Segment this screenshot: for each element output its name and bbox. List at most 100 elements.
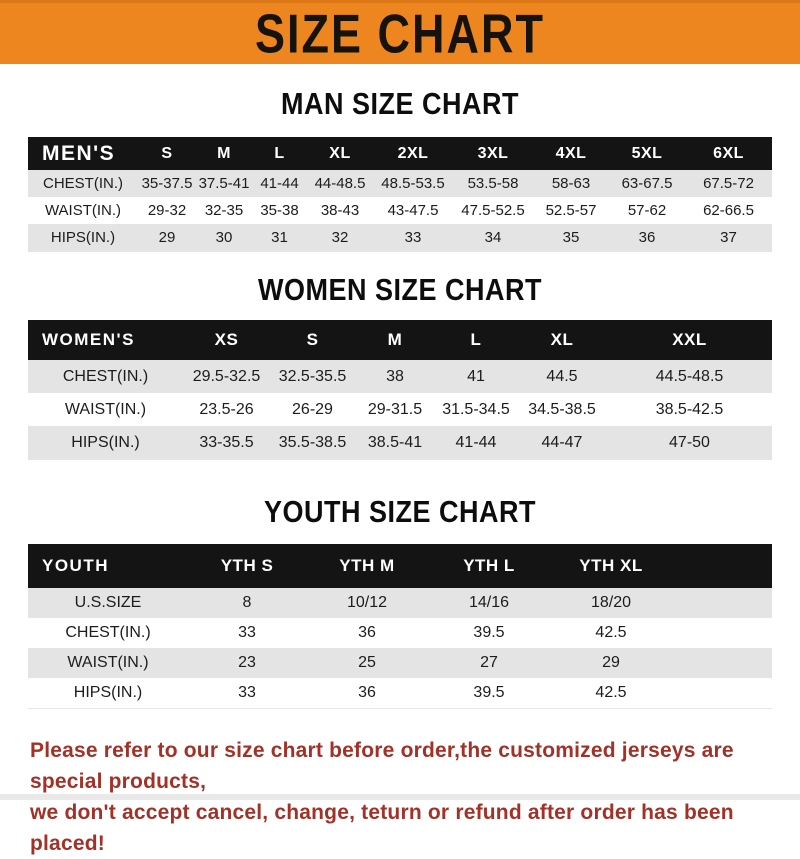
- filler-cell: [672, 648, 772, 678]
- table-row: WAIST(IN.) 23 25 27 29: [28, 648, 772, 678]
- table-row: CHEST(IN.) 29.5-32.5 32.5-35.5 38 41 44.5 44.5…: [28, 360, 772, 393]
- table-row: HIPS(IN.) 33-35.5 35.5-38.5 38.5-41 41-44 44-…: [28, 426, 772, 460]
- size-column-header: 6XL: [685, 137, 772, 170]
- banner-title: SIZE CHART: [255, 1, 545, 64]
- table-cell: 36: [358, 684, 376, 701]
- table-cell: 35: [562, 229, 580, 246]
- table-cell: 39.5: [473, 684, 505, 701]
- table-cell: 39.5: [473, 624, 505, 641]
- size-column-header: YTH L: [428, 544, 550, 588]
- size-column-header: 3XL: [453, 137, 533, 170]
- table-cell: 67.5-72: [703, 175, 754, 192]
- disclaimer-line-1: Please refer to our size chart before or…: [30, 739, 734, 793]
- table-cell: 44.5-48.5: [655, 367, 724, 385]
- table-cell: 33: [238, 624, 256, 641]
- table-cell: 29-32: [147, 202, 187, 219]
- table-cell: 36: [358, 624, 376, 641]
- row-label-cell: CHEST(IN.): [62, 367, 149, 385]
- table-cell: 44-48.5: [314, 175, 366, 192]
- size-column-header: S: [138, 137, 196, 170]
- table-cell: 47.5-52.5: [461, 202, 525, 219]
- row-label-cell: WAIST(IN.): [67, 654, 149, 671]
- table-cell: 27: [480, 654, 498, 671]
- table-cell: 41: [467, 367, 485, 385]
- table-cell: 29: [602, 654, 620, 671]
- table-cell: 37: [720, 229, 737, 246]
- table-cell: 36: [638, 229, 656, 246]
- filler-cell: [672, 544, 772, 588]
- table-cell: 38.5-42.5: [655, 400, 724, 418]
- table-cell: 52.5-57: [545, 202, 597, 219]
- table-cell: 31.5-34.5: [442, 400, 510, 418]
- table-cell: 38-43: [320, 202, 360, 219]
- table-cell: 62-66.5: [703, 202, 754, 219]
- table-cell: 23: [238, 654, 256, 671]
- filler-cell: [672, 588, 772, 618]
- table-cell: 14/16: [468, 594, 510, 611]
- table-cell: 33: [238, 684, 256, 701]
- row-label-cell: HIPS(IN.): [73, 684, 143, 701]
- table-title-cell: YOUTH: [28, 544, 188, 588]
- table-cell: 26-29: [292, 400, 333, 418]
- table-cell: 35.5-38.5: [278, 433, 347, 451]
- size-column-header: YTH XL: [550, 544, 672, 588]
- table-cell: 29: [158, 229, 176, 246]
- row-label-cell: HIPS(IN.): [50, 229, 116, 246]
- table-cell: 41-44: [455, 433, 497, 451]
- table-row: WAIST(IN.) 23.5-26 26-29 29-31.5 31.5-34.5 34…: [28, 393, 772, 426]
- size-chart-banner: SIZE CHART: [0, 0, 800, 64]
- table-cell: 33-35.5: [199, 433, 254, 451]
- row-label-cell: WAIST(IN.): [64, 400, 147, 418]
- table-cell: 32-35: [204, 202, 244, 219]
- table-cell: 32: [331, 229, 349, 246]
- table-cell: 35-38: [260, 202, 299, 219]
- table-title-cell: MEN'S: [28, 137, 138, 170]
- table-cell: 43-47.5: [387, 202, 439, 219]
- table-row: HIPS(IN.) 29 30 31 32 33 34 35 36 37: [28, 224, 772, 252]
- size-column-header: YTH S: [188, 544, 306, 588]
- table-cell: 37.5-41: [198, 175, 250, 192]
- table-cell: 33: [404, 229, 422, 246]
- size-column-header: XL: [517, 320, 607, 360]
- size-column-header: M: [355, 320, 435, 360]
- table-cell: 35-37.5: [141, 175, 193, 192]
- man-section-heading-text: MAN SIZE CHART: [281, 87, 519, 121]
- disclaimer-line-2: we don't accept cancel, change, teturn o…: [30, 801, 734, 855]
- table-row: CHEST(IN.) 35-37.5 37.5-41 41-44 44-48.5 48.5…: [28, 170, 772, 197]
- size-column-header: L: [252, 137, 307, 170]
- table-cell: 63-67.5: [621, 175, 673, 192]
- table-cell: 44-47: [541, 433, 583, 451]
- table-cell: 53.5-58: [467, 175, 519, 192]
- table-cell: 57-62: [627, 202, 667, 219]
- size-column-header: 4XL: [533, 137, 609, 170]
- youth-size-table: YOUTH YTH S YTH M YTH L YTH XL U.S.SIZE 8 10/12…: [28, 544, 772, 709]
- youth-section-heading-text: YOUTH SIZE CHART: [263, 495, 536, 529]
- women-section-heading: WOMEN SIZE CHART: [0, 273, 800, 307]
- table-row: CHEST(IN.) 33 36 39.5 42.5: [28, 618, 772, 648]
- row-label-cell: HIPS(IN.): [71, 433, 140, 451]
- row-label-cell: U.S.SIZE: [74, 594, 142, 611]
- table-cell: 47-50: [669, 433, 710, 451]
- women-section-heading-text: WOMEN SIZE CHART: [258, 273, 542, 307]
- table-cell: 34: [484, 229, 502, 246]
- size-column-header: 5XL: [609, 137, 685, 170]
- row-label-cell: CHEST(IN.): [65, 624, 151, 641]
- table-cell: 42.5: [595, 684, 627, 701]
- bottom-edge-strip: [0, 794, 800, 800]
- table-cell: 32.5-35.5: [278, 367, 347, 385]
- table-row: U.S.SIZE 8 10/12 14/16 18/20: [28, 588, 772, 618]
- table-cell: 34.5-38.5: [528, 400, 596, 418]
- table-row: WAIST(IN.) 29-32 32-35 35-38 38-43 43-47.5 47.…: [28, 197, 772, 224]
- table-cell: 29.5-32.5: [192, 367, 261, 385]
- row-label-cell: CHEST(IN.): [43, 175, 123, 192]
- size-column-header: S: [270, 320, 355, 360]
- size-column-header: L: [435, 320, 517, 360]
- size-column-header: YTH M: [306, 544, 428, 588]
- table-cell: 31: [271, 229, 288, 246]
- man-section-heading: MAN SIZE CHART: [0, 87, 800, 121]
- table-cell: 41-44: [260, 175, 299, 192]
- table-cell: 29-31.5: [367, 400, 423, 418]
- table-cell: 18/20: [590, 594, 632, 611]
- table-cell: 8: [242, 594, 252, 611]
- size-column-header: 2XL: [373, 137, 453, 170]
